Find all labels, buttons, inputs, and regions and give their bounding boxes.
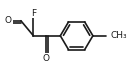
Text: CH₃: CH₃	[111, 31, 127, 40]
Text: O: O	[5, 16, 12, 25]
Text: F: F	[31, 9, 36, 18]
Text: O: O	[42, 54, 49, 63]
